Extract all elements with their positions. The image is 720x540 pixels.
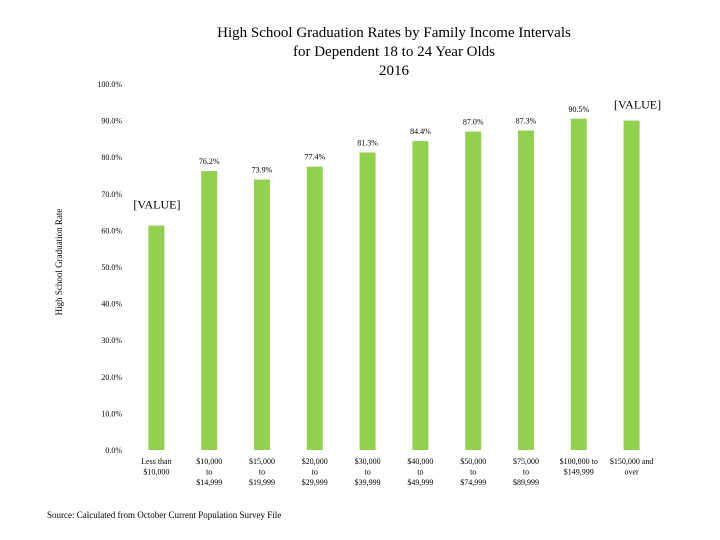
category-label-line: $10,000: [143, 468, 169, 477]
category-label-line: $149,999: [564, 468, 594, 477]
category-label-line: to: [364, 468, 370, 477]
bar: [254, 179, 270, 450]
bar: [412, 141, 429, 450]
data-label: 73.9%: [252, 166, 273, 175]
data-label: 87.3%: [516, 116, 537, 125]
category-label-line: to: [259, 468, 265, 477]
data-label: 81.3%: [357, 138, 378, 147]
bar: [623, 120, 640, 450]
data-label: [VALUE]: [133, 198, 180, 212]
data-label: [VALUE]: [614, 98, 661, 112]
category-label-line: $50,000: [460, 457, 486, 466]
bar: [201, 171, 218, 450]
y-tick-label: 60.0%: [101, 226, 122, 235]
category-label-line: $30,000: [355, 457, 381, 466]
data-label: 90.5%: [568, 105, 589, 114]
y-tick-label: 100.0%: [97, 80, 122, 89]
chart-title: High School Graduation Rates by Family I…: [217, 25, 571, 79]
category-label-line: $15,000: [249, 457, 275, 466]
data-label: 84.4%: [410, 127, 431, 136]
category-label: Less than $10,000: [141, 457, 171, 477]
bars: [148, 118, 640, 451]
chart-title-line-1: High School Graduation Rates by Family I…: [217, 25, 571, 41]
category-label: $20,000 to $29,999: [302, 457, 328, 487]
y-tick-label: 80.0%: [101, 153, 122, 162]
data-label: 77.4%: [304, 153, 325, 162]
category-label-line: $49,999: [407, 478, 433, 487]
category-label: $75,000 to $89,999: [513, 457, 539, 487]
category-label-line: to: [417, 468, 423, 477]
category-label-line: $89,999: [513, 478, 539, 487]
y-tick-label: 30.0%: [101, 336, 122, 345]
data-label: 87.0%: [463, 118, 484, 127]
category-label: $15,000 to $19,999: [249, 457, 275, 487]
category-label: $100,000 to $149,999: [560, 457, 598, 477]
category-label-line: $100,000 to: [560, 457, 598, 466]
category-label-line: to: [206, 468, 212, 477]
category-label-line: $14,999: [196, 478, 222, 487]
category-label: $30,000 to $39,999: [355, 457, 381, 487]
y-axis: 0.0% 10.0% 20.0% 30.0% 40.0% 50.0% 60.0% 70.0% 8…: [97, 80, 122, 455]
bar: [306, 166, 323, 450]
category-label: $150,000 and over: [610, 457, 654, 477]
category-label-line: to: [523, 468, 529, 477]
category-label: $10,000 to $14,999: [196, 457, 222, 487]
category-label-line: $19,999: [249, 478, 275, 487]
category-label: $50,000 to $74,999: [460, 457, 486, 487]
y-axis-label: High School Graduation Rate: [54, 209, 64, 316]
source-note: Source: Calculated from October Current …: [47, 510, 281, 520]
y-tick-label: 0.0%: [105, 446, 122, 455]
category-label-line: $20,000: [302, 457, 328, 466]
category-label-line: $29,999: [302, 478, 328, 487]
bar: [518, 130, 534, 450]
bar: [465, 131, 482, 450]
x-axis-categories: Less than $10,000$10,000 to $14,999$15,000 t…: [141, 457, 653, 487]
y-tick-label: 40.0%: [101, 300, 122, 309]
category-label-line: $75,000: [513, 457, 539, 466]
category-label-line: $10,000: [196, 457, 222, 466]
category-label-line: $150,000 and: [610, 457, 654, 466]
category-label-line: $74,999: [460, 478, 486, 487]
category-label-line: to: [470, 468, 476, 477]
data-labels: [VALUE] 76.2% 73.9% 77.4% 81.3% 84.4% 87.0% 87.…: [133, 98, 661, 212]
y-tick-label: 10.0%: [101, 409, 122, 418]
y-tick-label: 20.0%: [101, 373, 122, 382]
y-tick-label: 50.0%: [101, 263, 122, 272]
category-label-line: Less than: [141, 457, 171, 466]
bar: [148, 225, 165, 450]
bar: [570, 118, 587, 451]
category-label-line: over: [624, 468, 639, 477]
category-label-line: $39,999: [355, 478, 381, 487]
y-tick-label: 90.0%: [101, 117, 122, 126]
category-label: $40,000 to $49,999: [407, 457, 433, 487]
category-label-line: $40,000: [407, 457, 433, 466]
chart-title-line-3: 2016: [379, 63, 410, 79]
chart-title-line-2: for Dependent 18 to 24 Year Olds: [293, 44, 495, 60]
category-label-line: to: [312, 468, 318, 477]
bar: [359, 152, 376, 450]
data-label: 76.2%: [199, 157, 220, 166]
y-tick-label: 70.0%: [101, 190, 122, 199]
